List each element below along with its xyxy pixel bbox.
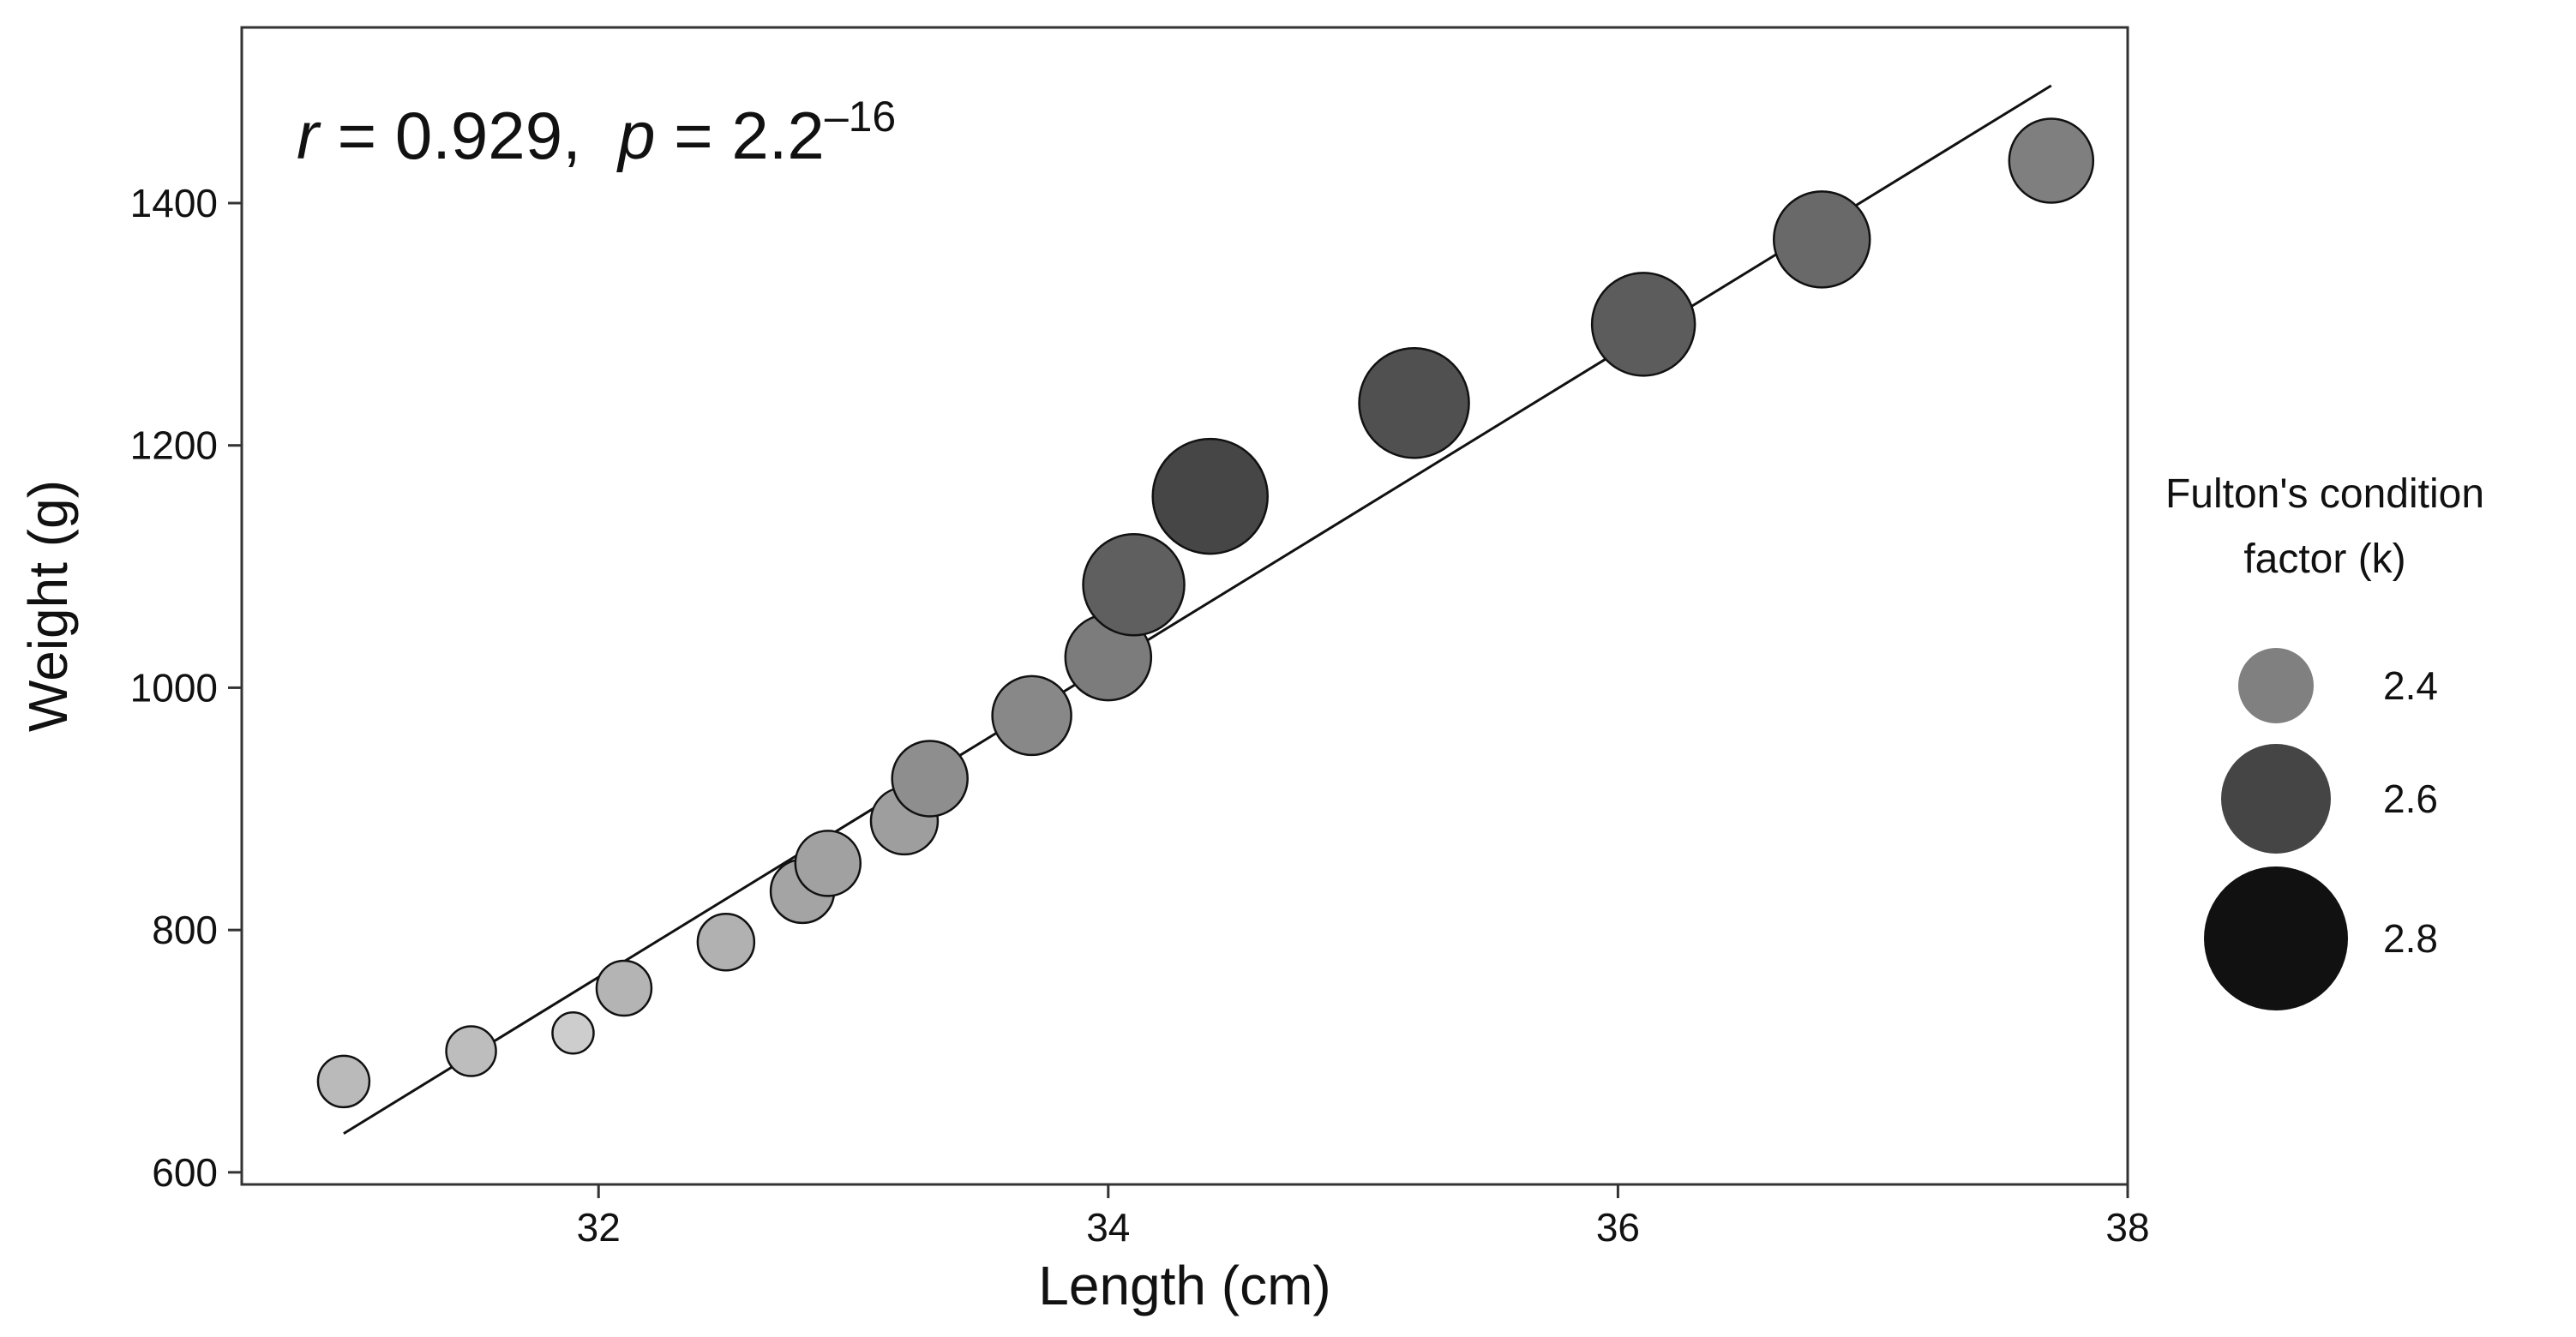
data-point — [696, 913, 756, 972]
data-point — [991, 674, 1072, 757]
x-tick-label: 36 — [1596, 1205, 1640, 1250]
data-point — [316, 1054, 371, 1109]
y-tick-label: 1400 — [130, 181, 218, 225]
data-point — [1358, 346, 1470, 459]
data-point — [794, 830, 862, 897]
y-tick-label: 1200 — [130, 423, 218, 468]
legend-label: 2.6 — [2383, 776, 2438, 821]
y-tick-label: 800 — [152, 908, 218, 952]
r-symbol: r — [297, 98, 321, 173]
data-point — [595, 959, 653, 1017]
data-point — [551, 1011, 595, 1055]
r-value: = 0.929, — [319, 98, 618, 173]
x-tick-label: 34 — [1086, 1205, 1130, 1250]
data-point — [1151, 437, 1269, 555]
fit-line-layer — [343, 84, 2052, 1135]
data-point — [445, 1025, 497, 1077]
legend-label: 2.8 — [2383, 916, 2438, 961]
correlation-annotation: r = 0.929, p = 2.2–16 — [297, 93, 896, 173]
legend-swatch — [2221, 744, 2331, 854]
data-point — [1590, 272, 1696, 377]
legend-swatch — [2238, 648, 2314, 723]
legend-title-line1: Fulton's condition — [2165, 471, 2484, 517]
y-tick-label: 1000 — [130, 665, 218, 710]
p-value: = 2.2 — [655, 98, 824, 173]
p-symbol: p — [616, 98, 655, 173]
p-exponent: –16 — [825, 93, 896, 141]
x-tick-label: 38 — [2105, 1205, 2149, 1250]
legend-label: 2.4 — [2383, 663, 2438, 708]
points-layer — [316, 117, 2095, 1109]
x-tick-label: 32 — [577, 1205, 621, 1250]
data-point — [1082, 533, 1186, 637]
legend-title-line2: factor (k) — [2243, 537, 2405, 582]
regression-line — [343, 84, 2052, 1135]
data-point — [891, 740, 969, 818]
data-point — [1772, 190, 1871, 289]
y-tick-label: 600 — [152, 1150, 218, 1195]
y-axis-title: Weight (g) — [17, 480, 79, 732]
y-axis: 600 800 1000 1200 1400 — [130, 181, 242, 1195]
x-axis: 32 34 36 38 — [577, 1184, 2150, 1250]
legend-items: 2.4 2.6 2.8 — [2204, 648, 2438, 1010]
size-legend: Fulton's condition factor (k) 2.4 2.6 2.8 — [2165, 471, 2484, 1010]
legend-swatch — [2204, 866, 2348, 1010]
x-axis-title: Length (cm) — [1038, 1255, 1330, 1316]
data-point — [2008, 117, 2095, 204]
